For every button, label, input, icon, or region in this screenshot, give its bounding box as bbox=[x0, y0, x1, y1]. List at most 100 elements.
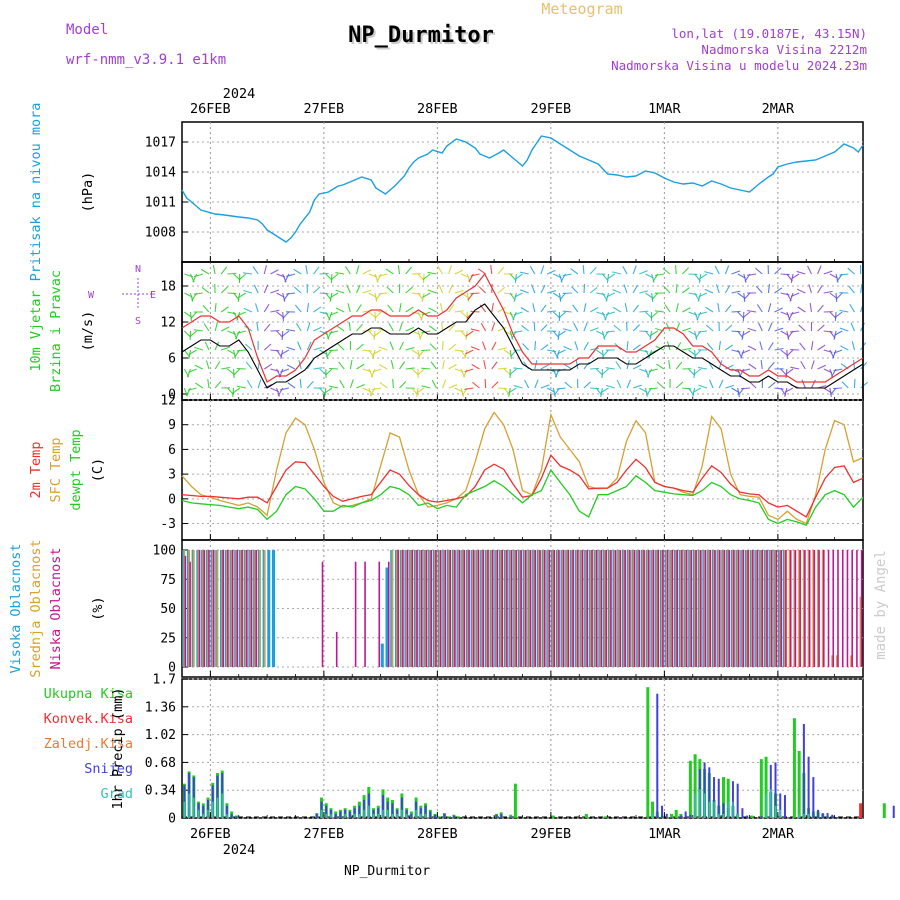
precip-bar bbox=[646, 687, 650, 818]
wind-arrow bbox=[759, 341, 763, 351]
wind-arrow bbox=[514, 273, 523, 280]
wind-arrow bbox=[540, 364, 550, 370]
wind-arrow bbox=[557, 330, 566, 337]
wind-arrow bbox=[648, 349, 653, 359]
wind-arrow bbox=[724, 284, 731, 294]
wind-arrow bbox=[372, 387, 382, 391]
wind-arrow bbox=[559, 292, 566, 301]
wind-arrow bbox=[583, 341, 589, 351]
panel-label: Niska Oblacnost bbox=[48, 548, 64, 670]
wind-arrow bbox=[399, 341, 405, 351]
precip-bar bbox=[235, 816, 238, 818]
wind-arrow bbox=[405, 306, 414, 313]
wind-arrow bbox=[497, 367, 507, 370]
wind-arrow bbox=[427, 289, 437, 294]
cloud-bar bbox=[676, 550, 678, 667]
cloud-bar bbox=[577, 550, 579, 667]
cloud-bar bbox=[703, 550, 706, 667]
bottom-day-label: 1MAR bbox=[648, 826, 681, 842]
cloud-bar bbox=[802, 550, 805, 667]
wind-arrow bbox=[839, 273, 849, 276]
precip-bar bbox=[765, 793, 767, 818]
wind-arrow bbox=[438, 284, 444, 294]
precip-bar bbox=[419, 808, 422, 818]
wind-arrow bbox=[244, 343, 253, 351]
wind-arrow bbox=[299, 378, 302, 389]
wind-arrow bbox=[270, 349, 280, 352]
wind-arrow bbox=[448, 384, 458, 389]
cloud-bar bbox=[713, 550, 715, 667]
wind-arrow bbox=[834, 330, 843, 336]
wind-arrow bbox=[335, 307, 345, 313]
precip-bar bbox=[500, 813, 503, 818]
precip-bar bbox=[400, 797, 403, 818]
precip-bar bbox=[722, 803, 725, 818]
wind-arrow bbox=[784, 387, 794, 393]
wind-arrow bbox=[704, 288, 714, 294]
wind-arrow bbox=[355, 265, 360, 275]
wind-arrow bbox=[850, 322, 855, 332]
wind-arrow bbox=[227, 368, 235, 375]
wind-arrow bbox=[682, 347, 692, 351]
wind-arrow bbox=[513, 311, 523, 316]
cloud-bar bbox=[184, 555, 187, 667]
wind-arrow bbox=[297, 341, 302, 351]
precip-bar bbox=[746, 815, 749, 818]
cloud-bar bbox=[463, 550, 466, 667]
precip-bar bbox=[882, 803, 886, 818]
wind-arrow bbox=[529, 265, 536, 275]
wind-arrow bbox=[604, 311, 610, 321]
wind-arrow bbox=[281, 330, 290, 337]
wind-arrow bbox=[665, 322, 671, 332]
wind-arrow bbox=[651, 292, 654, 302]
cloud-bar bbox=[255, 550, 258, 667]
cloud-bar bbox=[638, 550, 641, 667]
wind-arrow bbox=[313, 306, 322, 313]
cloud-bar bbox=[722, 550, 725, 667]
wind-arrow bbox=[490, 264, 493, 275]
wind-arrow bbox=[533, 321, 536, 332]
top-day-labels: 26FEB 27FEB 28FEB 29FEB 1MAR 2MAR bbox=[190, 101, 795, 117]
wind-arrow bbox=[829, 387, 832, 397]
wind-arrow bbox=[448, 284, 454, 294]
wind-arrow bbox=[575, 360, 579, 370]
wind-arrow bbox=[349, 360, 353, 370]
precip-bar bbox=[513, 783, 517, 818]
cloud-bar bbox=[846, 550, 849, 667]
precip-bar bbox=[826, 813, 829, 818]
wind-arrow bbox=[233, 349, 237, 359]
wind-arrow bbox=[663, 286, 671, 294]
cloud-bar bbox=[572, 550, 574, 667]
wind-arrow bbox=[799, 342, 806, 351]
wind-arrow bbox=[572, 304, 579, 313]
bottom-day-labels: 26FEB 27FEB 28FEB 29FEB 1MAR 2MAR bbox=[190, 826, 795, 842]
wind-arrow bbox=[648, 387, 658, 390]
cloud-bar bbox=[434, 550, 436, 667]
wind-arrow bbox=[552, 311, 561, 319]
wind-arrow bbox=[656, 363, 665, 370]
precip-bar bbox=[703, 762, 706, 818]
wind-arrow bbox=[741, 330, 751, 337]
wind-arrow bbox=[462, 368, 468, 378]
compass-s-label: S bbox=[135, 316, 141, 327]
cloud-bar bbox=[198, 550, 201, 667]
panel-label: Visoka Oblacnost bbox=[8, 543, 24, 673]
wind-arrow bbox=[325, 368, 333, 376]
wind-arrow bbox=[187, 387, 197, 391]
wind-arrow bbox=[346, 284, 351, 294]
wind-arrow bbox=[662, 267, 671, 275]
cloud-bar bbox=[471, 550, 474, 667]
wind-arrow bbox=[767, 303, 772, 313]
precip-bar bbox=[699, 789, 701, 818]
wind-arrow bbox=[205, 360, 210, 370]
wind-arrow bbox=[790, 366, 800, 370]
cloud-bar bbox=[207, 550, 209, 667]
precip-bar bbox=[225, 805, 228, 818]
wind-arrow bbox=[405, 326, 415, 332]
cloud-bar bbox=[718, 550, 721, 667]
wind-arrow bbox=[263, 323, 271, 332]
precip-bar bbox=[387, 809, 389, 818]
precip-bar bbox=[703, 793, 706, 818]
wind-arrow bbox=[335, 289, 345, 294]
cloud-bar bbox=[627, 550, 630, 667]
